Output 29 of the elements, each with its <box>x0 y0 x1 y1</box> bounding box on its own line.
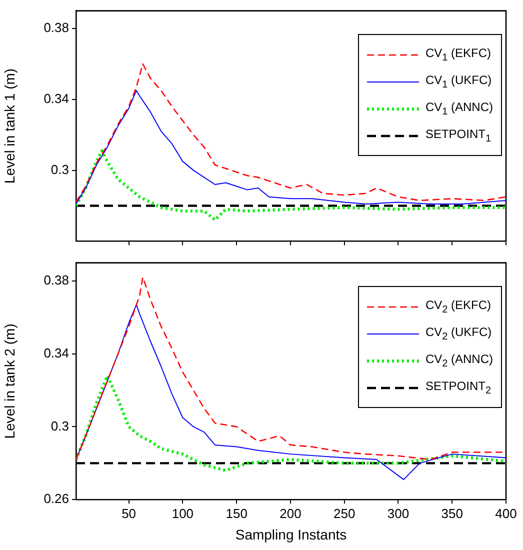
line-series <box>76 149 506 222</box>
x-tick-label: 200 <box>280 506 302 521</box>
x-tick-label: 50 <box>122 506 136 521</box>
legend-label: SETPOINT$_{1}$ <box>425 126 492 144</box>
y-tick-label: 0.3 <box>50 418 69 434</box>
y-axis-title: Level in tank 1 (m) <box>1 68 18 184</box>
legend-label: SETPOINT$_{2}$ <box>425 378 492 396</box>
x-tick-label: 100 <box>172 506 194 521</box>
x-tick-label: 400 <box>495 506 517 521</box>
x-tick-label: 250 <box>333 506 356 521</box>
y-axis-title: Level in tank 2 (m) <box>1 324 18 439</box>
x-tick-label: 350 <box>441 506 463 521</box>
y-tick-label: 0.34 <box>44 90 69 106</box>
line-series <box>76 374 506 472</box>
y-tick-label: 0.26 <box>44 491 69 506</box>
legend-label: CV$_{2}$ (EKFC) <box>425 298 492 316</box>
x-tick-label: 300 <box>387 506 410 521</box>
line-series <box>76 63 506 203</box>
x-axis-title: Sampling Instants <box>235 526 347 542</box>
y-tick-label: 0.3 <box>50 162 69 177</box>
y-tick-label: 0.38 <box>44 20 69 36</box>
legend-label: CV$_{1}$ (UKFC) <box>425 72 492 90</box>
legend-label: CV$_{1}$ (ANNC) <box>425 100 493 118</box>
legend-label: CV$_{2}$ (ANNC) <box>425 352 493 370</box>
legend-label: CV$_{2}$ (UKFC) <box>425 324 492 342</box>
legend-label: CV$_{1}$ (EKFC) <box>425 46 492 64</box>
y-tick-label: 0.38 <box>44 272 69 288</box>
y-tick-label: 0.34 <box>44 345 69 360</box>
x-tick-label: 150 <box>226 506 248 521</box>
